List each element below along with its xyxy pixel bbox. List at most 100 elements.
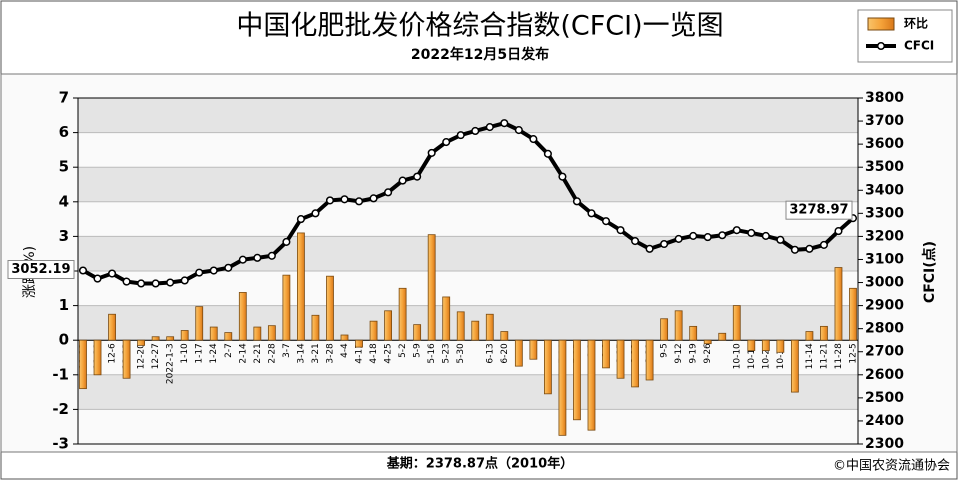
legend-swatch — [867, 17, 895, 31]
chart-title: 中国化肥批发价格综合指数(CFCI)一览图 — [236, 11, 723, 42]
bar — [776, 339, 785, 353]
x-tick-label: 11-28 — [834, 343, 844, 369]
bar — [587, 339, 596, 431]
line-point — [238, 255, 247, 264]
line-point — [485, 123, 494, 132]
line-point — [369, 194, 378, 203]
y-tick-label: 6 — [59, 123, 69, 141]
y2-tick-label: 2900 — [865, 298, 904, 314]
bar — [558, 339, 567, 436]
x-tick-label: 11-21 — [819, 343, 829, 369]
bar — [267, 325, 276, 341]
bar — [311, 314, 320, 341]
x-tick-label: 6-13 — [485, 343, 495, 363]
line-point — [442, 138, 451, 147]
bar — [602, 339, 610, 369]
bar — [732, 305, 741, 341]
bar — [79, 339, 87, 390]
y-tick-label: 0 — [59, 331, 69, 349]
y-tick-label: 3 — [59, 227, 69, 245]
bar — [820, 325, 828, 341]
y2-tick-label: 3200 — [865, 228, 904, 244]
x-tick-label: 1-17 — [195, 343, 205, 363]
bar — [849, 287, 857, 341]
x-tick-label: 10-24 — [761, 343, 771, 369]
line-point — [166, 278, 175, 287]
line-point — [529, 135, 538, 144]
line-point — [776, 235, 785, 244]
bar — [485, 313, 494, 341]
x-tick-label: 5-2 — [398, 343, 408, 358]
line-point — [311, 209, 320, 218]
bar — [427, 234, 436, 341]
line-point — [587, 209, 596, 218]
line-point — [398, 176, 407, 185]
x-tick-label: 6-20 — [500, 343, 510, 364]
bar — [413, 324, 422, 341]
y-tick-label: -1 — [52, 365, 69, 383]
y2-tick-label: 2600 — [865, 367, 904, 383]
bar — [805, 331, 814, 341]
x-tick-label: 4-4 — [340, 343, 350, 358]
line-point — [354, 197, 364, 206]
line-point — [514, 126, 523, 135]
bar — [326, 275, 334, 341]
bar — [747, 339, 756, 351]
line-point — [180, 276, 189, 285]
line-point — [456, 131, 465, 140]
bar — [500, 331, 509, 341]
x-tick-label: 4-25 — [384, 343, 394, 363]
bar — [703, 339, 712, 345]
y2-axis-label: CFCI(点) — [921, 241, 938, 303]
x-tick-label: 12-6 — [108, 343, 118, 364]
bar — [282, 274, 291, 341]
bar — [645, 339, 654, 381]
y2-tick-label: 2300 — [865, 436, 904, 452]
x-tick-label: 10-10 — [732, 343, 742, 369]
line-point — [645, 244, 654, 253]
callout-label: 3278.97 — [789, 203, 848, 218]
bar — [514, 339, 523, 367]
line-point — [558, 172, 567, 181]
line-point — [747, 228, 756, 237]
y2-tick-label: 3400 — [865, 182, 904, 198]
bar — [674, 310, 683, 341]
line-point — [122, 277, 131, 286]
line-point — [151, 279, 160, 288]
x-tick-label: 3-7 — [282, 343, 292, 358]
line-point — [631, 236, 640, 246]
callout-box — [7, 259, 75, 279]
y-tick-label: 5 — [59, 158, 69, 176]
x-tick-label: 9-5 — [660, 343, 670, 358]
bar — [442, 296, 451, 341]
footer-base: 基期：2378.87点（2010年） — [386, 456, 573, 472]
bar — [253, 326, 262, 341]
line-point — [267, 251, 276, 260]
line-point — [108, 269, 117, 278]
bar — [544, 339, 552, 395]
bar — [834, 267, 843, 341]
bar — [180, 330, 189, 341]
bar — [384, 310, 392, 341]
x-tick-label: 5-30 — [456, 343, 466, 364]
bar — [529, 339, 538, 360]
line-point — [427, 148, 436, 157]
line-point — [500, 119, 509, 128]
line-point — [325, 196, 335, 205]
grid-band — [78, 374, 858, 410]
bar — [616, 339, 625, 379]
x-tick-label: 12-5 — [849, 343, 859, 363]
bar — [398, 287, 407, 341]
callout-label: 3052.19 — [11, 262, 70, 277]
x-tick-label: 2-28 — [267, 343, 277, 364]
bar — [151, 336, 160, 341]
bar — [238, 292, 247, 341]
x-tick-label: 12-27 — [151, 343, 161, 369]
line-point — [819, 240, 828, 249]
y2-tick-label: 3600 — [865, 136, 904, 152]
x-tick-label: 1-10 — [180, 343, 190, 364]
bar — [573, 339, 581, 421]
line-point — [732, 226, 741, 235]
x-tick-label: 9-26 — [703, 343, 713, 364]
